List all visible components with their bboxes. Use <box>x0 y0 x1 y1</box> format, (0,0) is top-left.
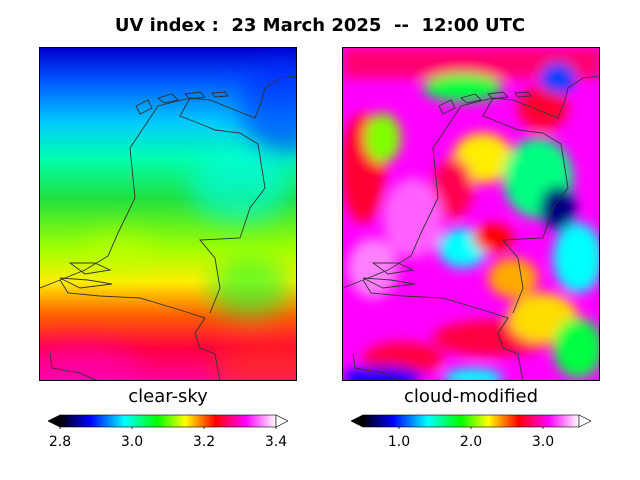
colorbar-tick: 3.2 <box>192 434 216 450</box>
map-title: UV index : 23 March 2025 -- 12:00 UTC <box>114 15 526 36</box>
clear-sky-field <box>40 48 296 380</box>
coastline <box>40 75 296 380</box>
cloud-modified-map <box>342 47 600 381</box>
colorbar-tick: 1.0 <box>387 434 411 450</box>
colorbar-tick: 2.0 <box>459 434 483 450</box>
cloud-modified-field <box>343 48 599 380</box>
colorbar-tick: 2.8 <box>48 434 72 450</box>
colorbar-tick: 3.4 <box>264 434 288 450</box>
clear-sky-label: clear-sky <box>128 386 208 407</box>
colorbar-tick: 3.0 <box>531 434 555 450</box>
cloud-modified-colorbar <box>351 414 591 429</box>
clear-sky-map <box>39 47 297 381</box>
cloud-modified-label: cloud-modified <box>403 386 539 407</box>
colorbar-tick: 3.0 <box>120 434 144 450</box>
coastline <box>343 75 599 380</box>
clear-sky-colorbar <box>48 414 288 429</box>
